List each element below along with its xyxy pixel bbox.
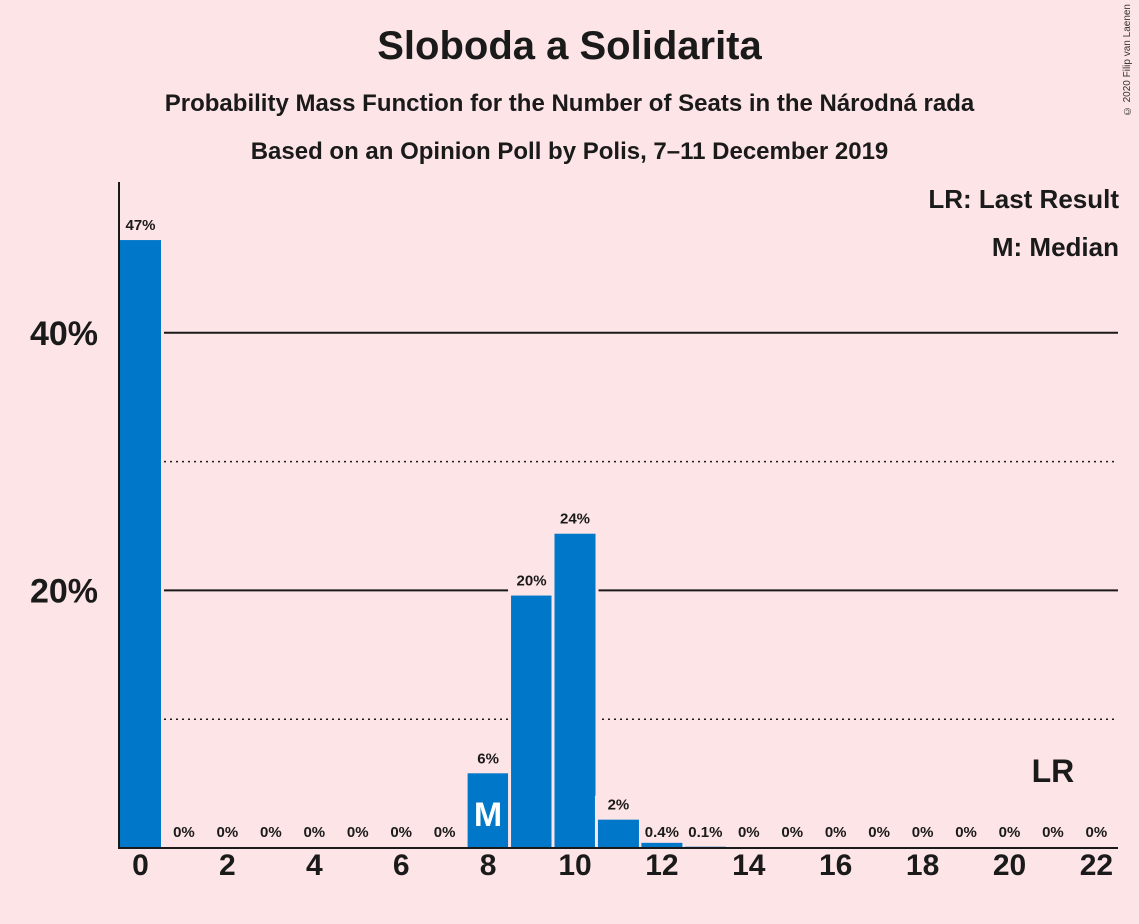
- data-label: 0%: [955, 824, 977, 841]
- chart-subtitle: Probability Mass Function for the Number…: [164, 90, 975, 117]
- data-label: 0%: [217, 824, 239, 841]
- data-label: 0%: [738, 824, 760, 841]
- data-label: 0%: [303, 824, 325, 841]
- data-label: 0%: [260, 824, 282, 841]
- data-label: 0%: [999, 824, 1021, 841]
- data-label: 0%: [390, 824, 412, 841]
- x-tick-label: 2: [219, 849, 236, 882]
- bar: [467, 773, 509, 848]
- x-tick-label: 0: [132, 849, 149, 882]
- data-label: 0%: [173, 824, 195, 841]
- data-label: 20%: [517, 573, 547, 590]
- data-label: 0%: [1086, 824, 1108, 841]
- legend-last-result: LR: Last Result: [928, 184, 1119, 214]
- data-label: 2%: [608, 797, 630, 814]
- median-marker: M: [474, 796, 502, 834]
- data-label: 0.1%: [688, 824, 722, 841]
- x-tick-label: 4: [306, 849, 323, 882]
- x-tick-label: 14: [732, 849, 766, 882]
- data-label: 0%: [912, 824, 934, 841]
- bar: [511, 595, 553, 848]
- x-tick-label: 12: [645, 849, 678, 882]
- bar: [120, 240, 161, 849]
- x-tick-label: 18: [906, 849, 939, 882]
- bar: [554, 533, 596, 848]
- x-tick-label: 16: [819, 849, 852, 882]
- data-label: 0%: [1042, 824, 1064, 841]
- chart-source: Based on an Opinion Poll by Polis, 7–11 …: [250, 138, 889, 165]
- x-tick-label: 22: [1080, 849, 1113, 882]
- data-label: 0%: [868, 824, 890, 841]
- data-label: 6%: [477, 750, 499, 767]
- data-label: 0%: [434, 824, 456, 841]
- data-label: 47%: [125, 217, 155, 234]
- bar: [597, 819, 639, 848]
- x-tick-label: 6: [393, 849, 410, 882]
- x-tick-label: 20: [993, 849, 1026, 882]
- y-tick-label: 20%: [30, 572, 98, 610]
- y-tick-label: 40%: [30, 315, 98, 353]
- data-label: 0%: [781, 824, 803, 841]
- chart-title: Sloboda a Solidarita: [377, 24, 762, 68]
- bar: [641, 842, 683, 848]
- data-label: 0.4%: [645, 824, 679, 841]
- data-label: 0%: [825, 824, 847, 841]
- data-label: 24%: [560, 511, 590, 528]
- legend-median: M: Median: [991, 232, 1119, 262]
- last-result-marker: LR: [1032, 753, 1075, 789]
- x-tick-label: 8: [480, 849, 497, 882]
- x-tick-label: 10: [558, 849, 591, 882]
- data-label: 0%: [347, 824, 369, 841]
